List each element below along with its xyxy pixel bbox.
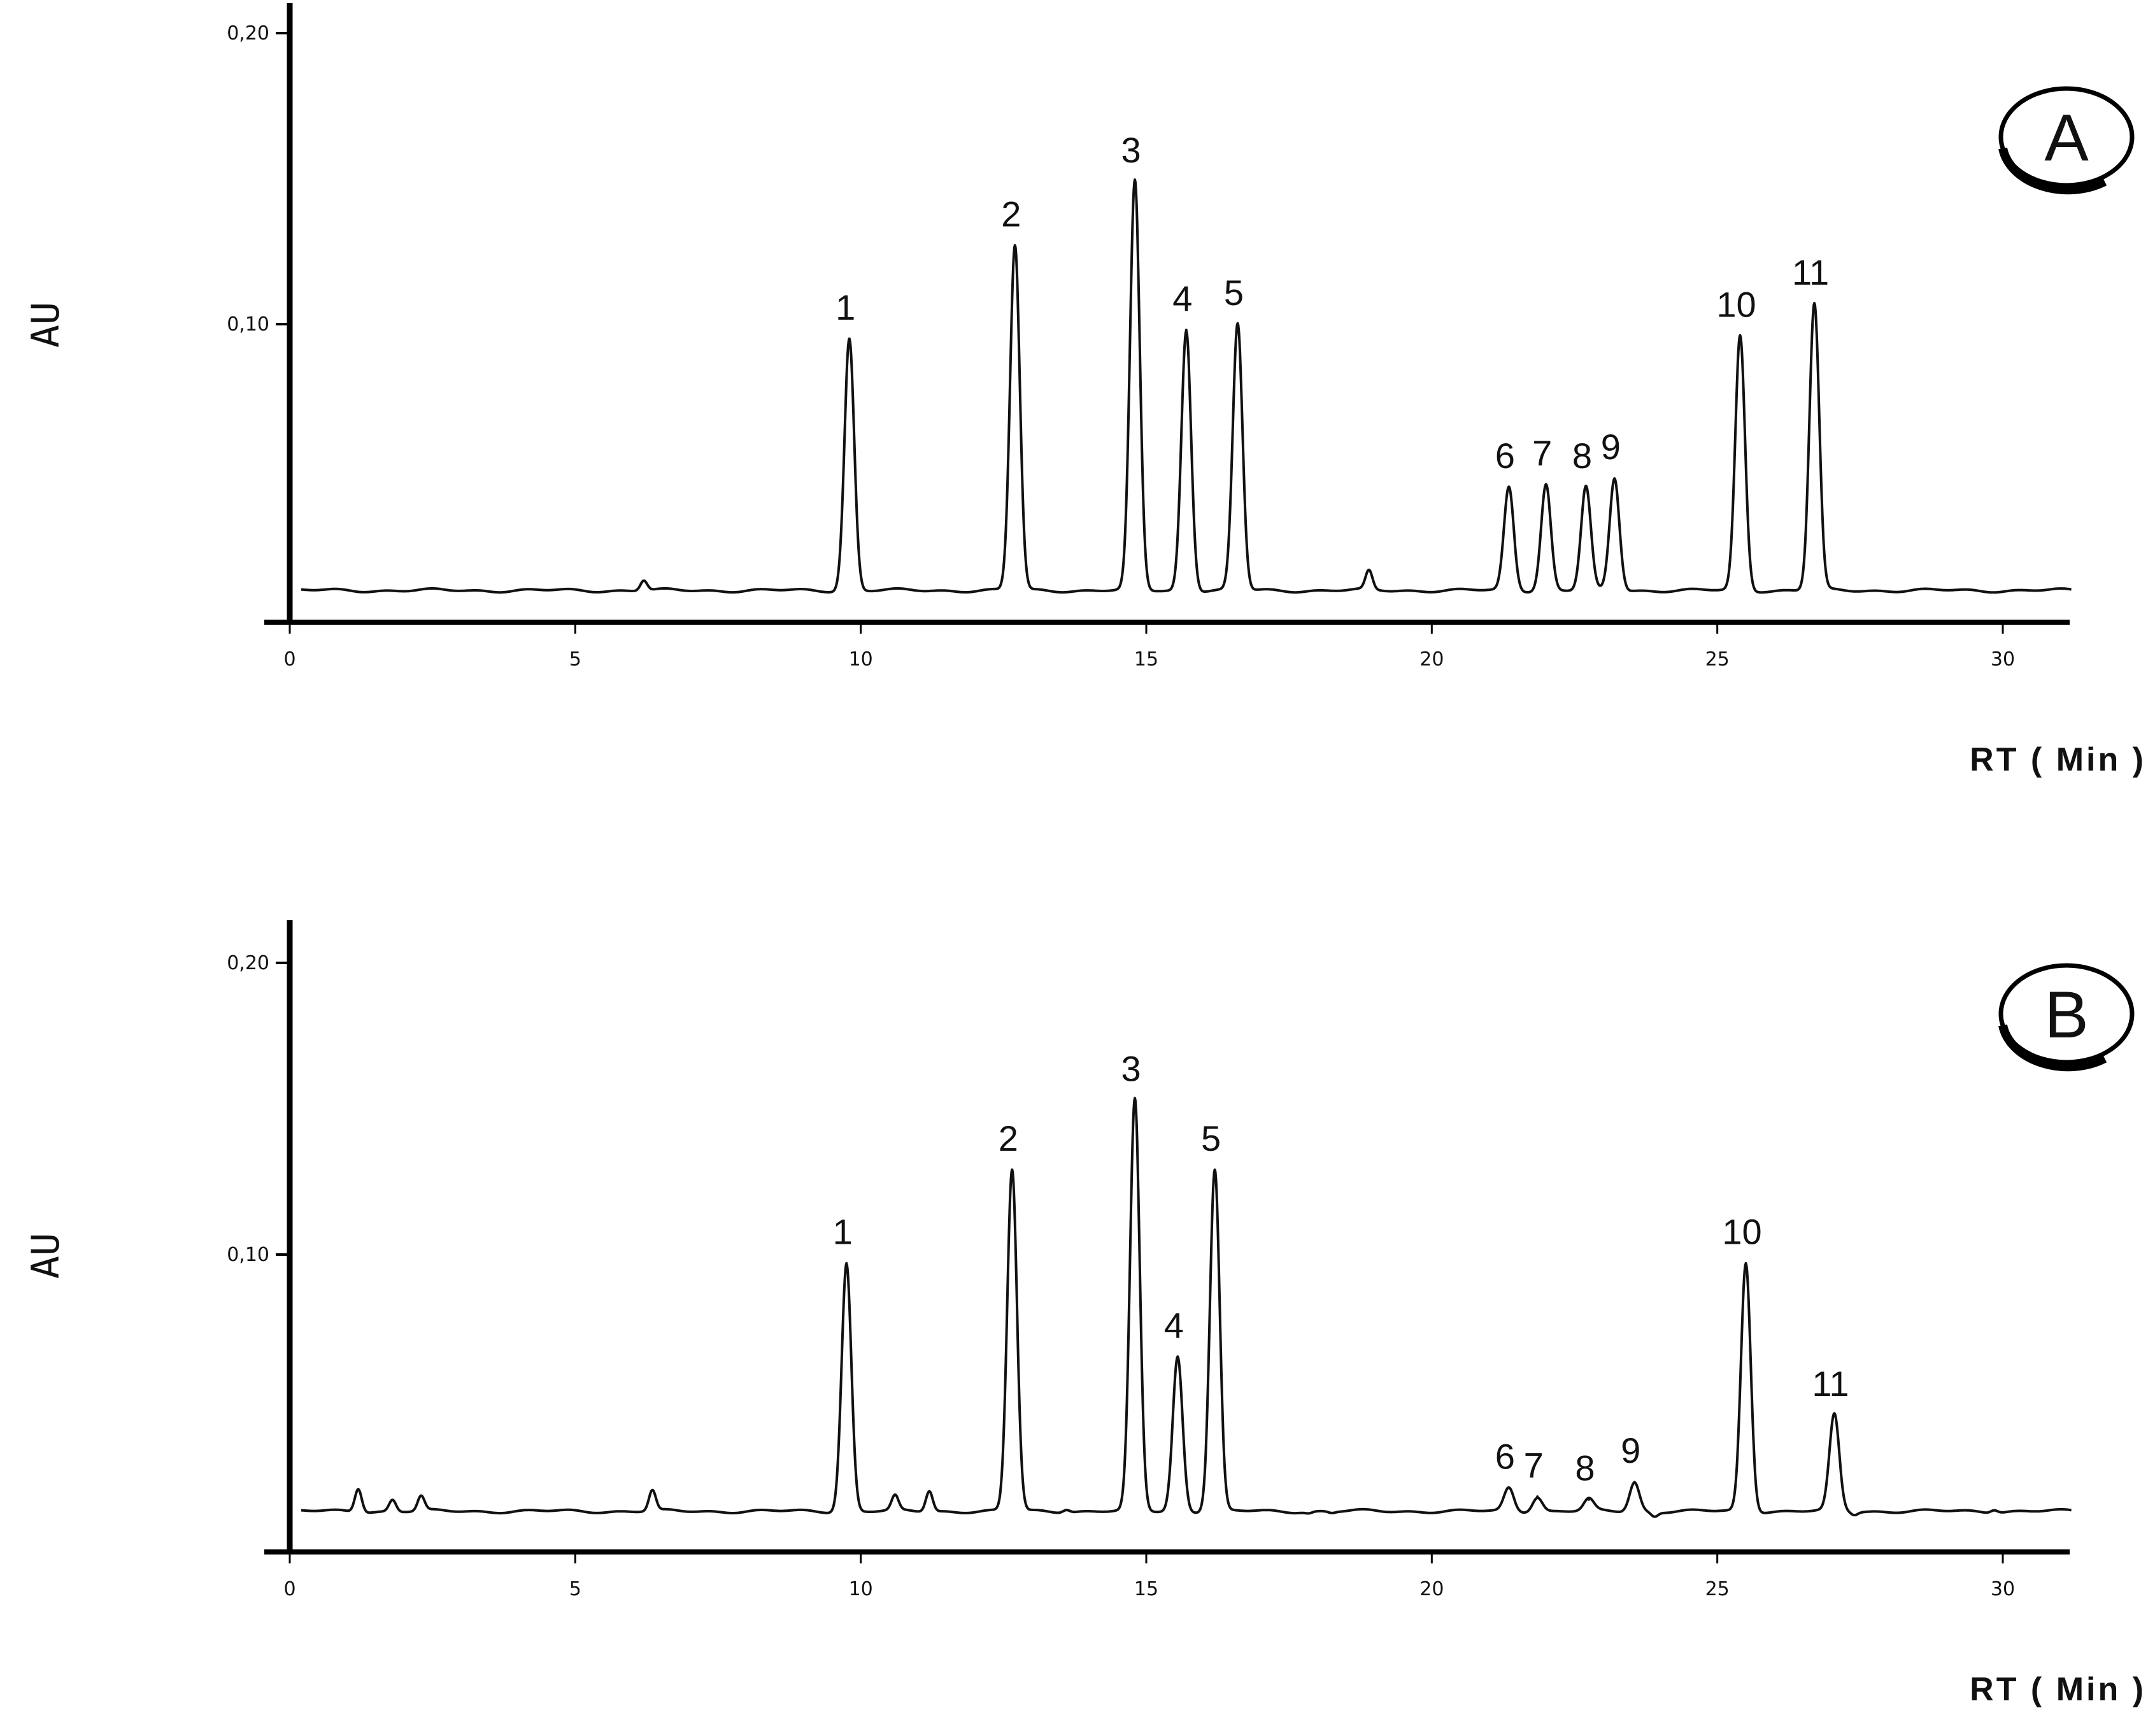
- peak-label: 8: [1572, 436, 1592, 476]
- y-tick-label: 0,10: [227, 313, 269, 336]
- peak-label: 2: [1001, 194, 1021, 234]
- peak-label: 9: [1621, 1430, 1640, 1470]
- peak-apex-point: [1739, 334, 1742, 338]
- peak-label: 11: [1792, 252, 1829, 292]
- peak-label: 10: [1716, 284, 1756, 324]
- x-tick-label: 30: [1991, 648, 2015, 671]
- peak-apex-point: [1813, 302, 1816, 306]
- peak-label: 7: [1532, 432, 1552, 473]
- peak-apex-point: [1013, 244, 1016, 247]
- peak-apex-point: [1584, 485, 1588, 488]
- x-tick-label: 0: [283, 1578, 295, 1600]
- x-tick-label: 30: [1991, 1578, 2015, 1600]
- x-axis-title: RT ( Min ): [1970, 1671, 2146, 1708]
- peak-label: 2: [999, 1118, 1018, 1158]
- chromatogram-panel-b: 0,10 0,20 0 5 10 15 20 25 30 AU RT ( Min ) 1 2 3 4 5 6 7 8…: [24, 920, 2146, 1708]
- peak-apex-point: [845, 1262, 848, 1265]
- peak-label: 10: [1722, 1212, 1761, 1252]
- peak-apex-point: [1744, 1262, 1747, 1265]
- peak-label: 5: [1201, 1118, 1221, 1158]
- panel-badge-shadow: [1998, 1024, 2107, 1072]
- x-tick-label: 10: [849, 1578, 873, 1600]
- peak-apex-point: [1507, 1486, 1511, 1490]
- peak-apex-point: [1236, 323, 1239, 325]
- peak-apex-point: [848, 337, 851, 340]
- x-tick-label: 20: [1419, 1578, 1444, 1600]
- peak-apex-point: [1134, 1099, 1137, 1102]
- panel-badge-shadow: [1998, 147, 2107, 195]
- peak-label: 3: [1121, 130, 1141, 170]
- peak-apex-point: [1011, 1169, 1014, 1172]
- peak-apex-point: [1134, 180, 1137, 183]
- peak-apex-point: [1633, 1481, 1636, 1484]
- peak-label: 8: [1575, 1448, 1595, 1488]
- peak-label: 4: [1172, 278, 1192, 318]
- peak-label: 11: [1812, 1363, 1849, 1404]
- peak-label: 5: [1224, 273, 1244, 313]
- peak-apex-point: [1507, 485, 1511, 488]
- peak-apex-point: [1833, 1413, 1836, 1416]
- x-tick-label: 5: [569, 648, 581, 671]
- panel-badge-label: B: [2044, 978, 2088, 1052]
- peak-label: 6: [1495, 436, 1515, 476]
- x-tick-label: 15: [1134, 1578, 1158, 1600]
- peak-apex-point: [1176, 1355, 1179, 1358]
- peak-label: 6: [1495, 1436, 1515, 1476]
- peak-label: 3: [1121, 1048, 1141, 1088]
- peak-apex-point: [1544, 483, 1547, 486]
- peak-apex-point: [1536, 1495, 1539, 1498]
- peak-label: 7: [1524, 1445, 1544, 1485]
- peak-apex-point: [1213, 1169, 1216, 1172]
- chromatogram-trace: [300, 1097, 2072, 1518]
- peak-label: 9: [1601, 427, 1621, 467]
- x-axis-title: RT ( Min ): [1970, 741, 2146, 778]
- panel-badge-ring: [1998, 963, 2135, 1065]
- x-tick-label: 20: [1419, 648, 1444, 671]
- peak-apex-point: [1184, 329, 1188, 332]
- peak-label: 4: [1164, 1305, 1184, 1345]
- peak-apex-point: [1587, 1498, 1590, 1501]
- chromatogram-trace: [300, 178, 2072, 594]
- peak-label: 1: [836, 287, 855, 327]
- y-tick-label: 0,20: [227, 952, 269, 974]
- y-axis-title: AU: [24, 1233, 68, 1279]
- peak-apex-point: [1613, 477, 1616, 480]
- x-tick-label: 0: [283, 648, 295, 671]
- y-tick-label: 0,20: [227, 22, 269, 45]
- panel-badge-ring: [1998, 86, 2135, 188]
- panel-badge-label: A: [2044, 101, 2089, 175]
- x-tick-label: 25: [1705, 648, 1730, 671]
- y-axis-title: AU: [24, 302, 68, 348]
- y-tick-label: 0,10: [227, 1244, 269, 1266]
- peak-label: 1: [833, 1212, 853, 1252]
- x-tick-label: 5: [569, 1578, 581, 1600]
- x-tick-label: 15: [1134, 648, 1158, 671]
- x-tick-label: 10: [849, 648, 873, 671]
- x-tick-label: 25: [1705, 1578, 1730, 1600]
